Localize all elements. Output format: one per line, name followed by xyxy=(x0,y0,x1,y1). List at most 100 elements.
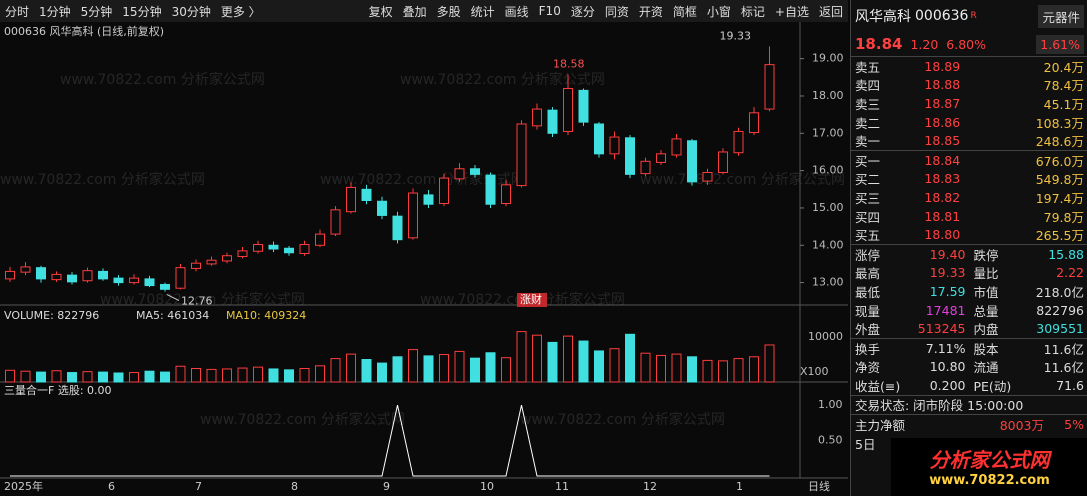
candle-body xyxy=(175,267,186,289)
y-tick-label: 0.50 xyxy=(818,434,843,447)
candle-body xyxy=(640,160,651,175)
y-tick-label: 10000 xyxy=(808,330,843,343)
panel-cell: 卖五 xyxy=(855,59,881,75)
toolbar-button[interactable]: 30分钟 xyxy=(171,4,211,19)
volume-bar xyxy=(284,369,294,383)
candle-body xyxy=(609,136,620,155)
panel-cell: 风华高科 xyxy=(855,9,911,25)
chart: www.70822.com 分析家公式网 www.70822.com 分析家公式网… xyxy=(0,22,848,493)
event-badge xyxy=(517,293,547,307)
toolbar-button[interactable]: 分时 xyxy=(5,4,30,19)
toolbar-button[interactable]: 叠加 xyxy=(402,4,427,19)
watermark: www.70822.com 分析家公式网 xyxy=(0,171,205,188)
toolbar-button[interactable]: F10 xyxy=(538,4,561,18)
toolbar-button[interactable]: 多股 xyxy=(436,4,461,19)
volume-bar xyxy=(191,368,201,383)
panel-cell: 买三 xyxy=(855,190,881,206)
toolbar-button[interactable]: 1分钟 xyxy=(39,4,71,19)
candle-body xyxy=(5,270,15,280)
panel-cell: 外盘 xyxy=(855,322,881,338)
volume-bar xyxy=(5,369,15,383)
y-tick-label: 18.00 xyxy=(812,89,844,102)
toolbar-button[interactable]: 简框 xyxy=(672,4,697,19)
candle-body xyxy=(656,153,666,163)
panel-cell: 18.81 xyxy=(924,208,961,224)
volume-bar xyxy=(113,372,124,383)
panel-row: 涨停 19.40 跌停 15.88 xyxy=(851,243,1087,264)
panel-cell: 11.6亿 xyxy=(1043,341,1084,357)
toolbar-button[interactable]: 更多 〉 xyxy=(220,4,261,19)
quote-panel: 风华高科 000636 R 元器件 18.84 1.20 6.80% 1.61% 卖五 18.89… xyxy=(850,0,1087,496)
panel-row: 5日 xyxy=(851,434,1087,453)
toolbar-button[interactable]: 同资 xyxy=(604,4,629,19)
candle-body xyxy=(20,266,31,273)
x-tick-label: 7 xyxy=(195,480,202,493)
candle-body xyxy=(361,188,372,201)
panel-cell: 6.80% xyxy=(946,36,987,52)
candle-body xyxy=(764,64,775,110)
panel-cell: 18.88 xyxy=(924,77,961,93)
volume-bar xyxy=(377,362,387,383)
toolbar-button[interactable]: 标记 xyxy=(740,4,765,19)
volume-bar xyxy=(315,365,325,383)
volume-bar xyxy=(222,368,232,383)
volume-bar xyxy=(67,372,77,383)
indicator-title: 三量合一F 选股: 0.00 xyxy=(4,383,112,397)
logo: 分析家公式网 www.70822.com xyxy=(891,438,1087,496)
panel-row: 卖四 18.88 78.4万 xyxy=(851,76,1087,95)
candle-body xyxy=(222,255,232,262)
panel-cell: 卖四 xyxy=(855,78,881,94)
toolbar-button[interactable]: 返回 xyxy=(818,4,843,19)
watermark: www.70822.com 分析家公式网 xyxy=(320,171,525,188)
panel-cell: 18.84 xyxy=(855,35,903,53)
low-arrow xyxy=(166,294,180,302)
panel-row: 外盘 513245 内盘 309551 xyxy=(851,319,1087,338)
panel-cell: 822796 xyxy=(1036,302,1084,318)
toolbar-button[interactable]: 开资 xyxy=(638,4,663,19)
panel-cell: 197.4万 xyxy=(1035,190,1084,206)
candle-body xyxy=(98,270,108,280)
toolbar-button[interactable]: 画线 xyxy=(504,4,529,19)
volume-bar xyxy=(144,370,155,383)
panel-cell: 卖一 xyxy=(855,134,881,150)
candle-body xyxy=(423,194,434,205)
volume-bar xyxy=(439,354,449,383)
candle-body xyxy=(113,277,124,284)
candle-body xyxy=(330,209,341,235)
panel-row: 卖三 18.87 45.1万 xyxy=(851,94,1087,113)
panel-cell: 20.4万 xyxy=(1043,59,1084,75)
panel-row: 风华高科 000636 R 元器件 xyxy=(851,0,1087,32)
panel-row: 卖一 18.85 248.6万 xyxy=(851,131,1087,150)
candle-body xyxy=(129,277,139,284)
volume-bar xyxy=(625,333,635,383)
toolbar-button[interactable]: 复权 xyxy=(368,4,393,19)
high-label: 19.33 xyxy=(720,29,752,42)
candle-body xyxy=(733,130,744,154)
panel-cell: 18.86 xyxy=(924,114,961,130)
volume-bar xyxy=(687,356,697,383)
panel-cell: 18.89 xyxy=(924,58,961,74)
volume-bar xyxy=(547,341,558,383)
volume-bar xyxy=(718,360,728,383)
toolbar-button[interactable]: 逐分 xyxy=(570,4,595,19)
panel-row: 现量 17481 总量 822796 xyxy=(851,301,1087,320)
toolbar-button[interactable]: 统计 xyxy=(470,4,495,19)
volume-bar xyxy=(253,366,263,383)
toolbar: 分时 1分钟 5分钟 15分钟 30分钟 更多 〉 复权 叠加 多股 统计 画线 F10 逐分 同资 开资简… xyxy=(0,0,848,23)
panel-cell: 18.84 xyxy=(924,152,961,168)
x-tick-label: 日线 xyxy=(808,479,830,493)
candle-body xyxy=(315,233,325,246)
volume-bar xyxy=(532,334,542,383)
volume-bar xyxy=(609,348,620,383)
panel-cell: PE(动) xyxy=(973,378,1012,394)
toolbar-button[interactable]: 5分钟 xyxy=(80,4,113,19)
panel-row: 交易状态: 闭市阶段 15:00:00 xyxy=(851,394,1087,415)
toolbar-button[interactable]: 15分钟 xyxy=(122,4,162,19)
candle-body xyxy=(82,270,93,282)
volume-bar xyxy=(594,350,604,383)
candle-body xyxy=(346,186,356,213)
panel-cell: 18.87 xyxy=(924,95,961,111)
toolbar-button[interactable]: 小窗 xyxy=(706,4,731,19)
toolbar-button[interactable]: +自选 xyxy=(774,4,809,19)
candle-body xyxy=(532,108,542,127)
